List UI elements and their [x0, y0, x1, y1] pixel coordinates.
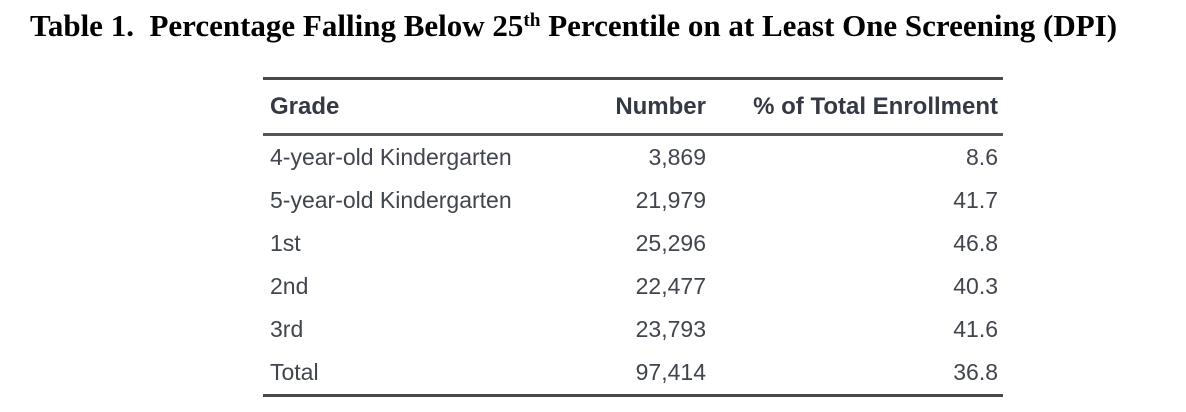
table-header-row: Grade Number % of Total Enrollment: [263, 80, 1003, 136]
number-cell: 3,869: [648, 144, 706, 170]
grade-cell: 4-year-old Kindergarten: [270, 144, 512, 170]
number-cell: 97,414: [635, 359, 706, 385]
pct-cell: 8.6: [966, 144, 998, 170]
grade-cell: 3rd: [270, 316, 304, 342]
pct-cell: 46.8: [953, 230, 998, 256]
grade-cell: 2nd: [270, 273, 309, 299]
table-row: 1st 25,296 46.8: [263, 222, 1003, 265]
column-header-enrollment: % of Total Enrollment: [753, 92, 998, 120]
column-header-number: Number: [615, 92, 706, 120]
table-title: Table 1. Percentage Falling Below 25th P…: [30, 6, 1180, 51]
table-row-total: Total 97,414 36.8: [263, 351, 1003, 394]
column-header-grade: Grade: [270, 92, 340, 120]
pct-cell: 40.3: [953, 273, 998, 299]
number-cell: 22,477: [635, 273, 706, 299]
pct-cell: 41.7: [953, 187, 998, 213]
grade-cell: 1st: [270, 230, 301, 256]
grade-cell: 5-year-old Kindergarten: [270, 187, 512, 213]
pct-cell: 41.6: [953, 316, 998, 342]
number-cell: 21,979: [635, 187, 706, 213]
enrollment-table: Grade Number % of Total Enrollment 4-yea…: [263, 77, 1003, 397]
number-cell: 25,296: [635, 230, 706, 256]
table-title-superscript: th: [523, 10, 541, 32]
table-title-prefix: Table 1. Percentage Falling Below 25: [30, 8, 524, 43]
grade-cell: Total: [270, 359, 319, 385]
pct-cell: 36.8: [953, 359, 998, 385]
number-cell: 23,793: [635, 316, 706, 342]
table-row: 4-year-old Kindergarten 3,869 8.6: [263, 136, 1003, 179]
table-row: 5-year-old Kindergarten 21,979 41.7: [263, 179, 1003, 222]
table-title-suffix: Percentile on at Least One Screening (DP…: [540, 8, 1118, 43]
table-row: 2nd 22,477 40.3: [263, 265, 1003, 308]
table-row: 3rd 23,793 41.6: [263, 308, 1003, 351]
